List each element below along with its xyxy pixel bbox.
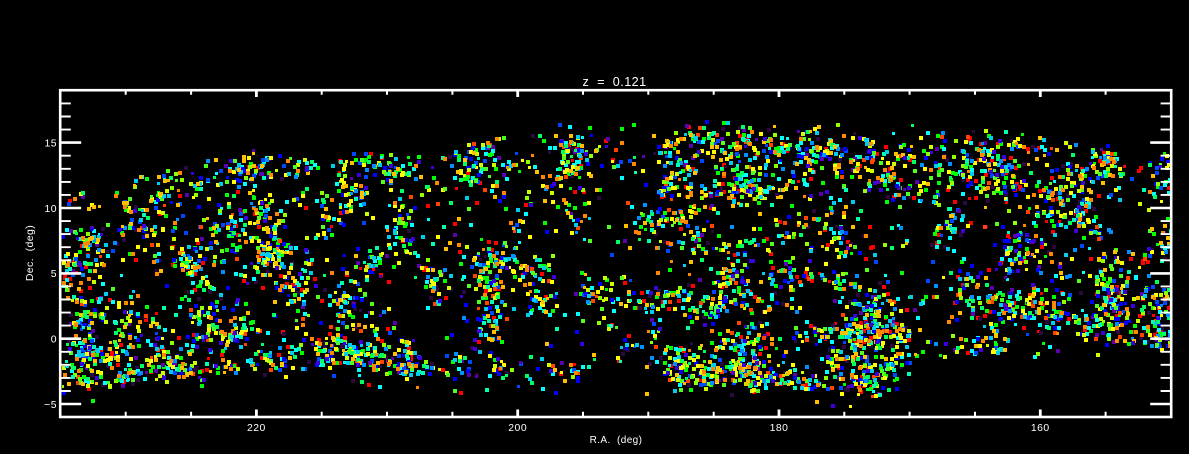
svg-text:−5: −5 — [44, 400, 57, 411]
svg-text:0: 0 — [51, 335, 57, 346]
svg-text:10: 10 — [44, 204, 57, 215]
svg-text:z = 0.121: z = 0.121 — [582, 75, 646, 89]
svg-text:15: 15 — [44, 138, 57, 149]
svg-text:220: 220 — [247, 423, 266, 434]
svg-text:180: 180 — [770, 423, 789, 434]
svg-text:R.A. (deg): R.A. (deg) — [590, 435, 643, 446]
svg-text:200: 200 — [508, 423, 527, 434]
svg-text:Dec. (deg): Dec. (deg) — [24, 225, 36, 281]
svg-text:160: 160 — [1031, 423, 1050, 434]
svg-text:5: 5 — [51, 269, 57, 280]
